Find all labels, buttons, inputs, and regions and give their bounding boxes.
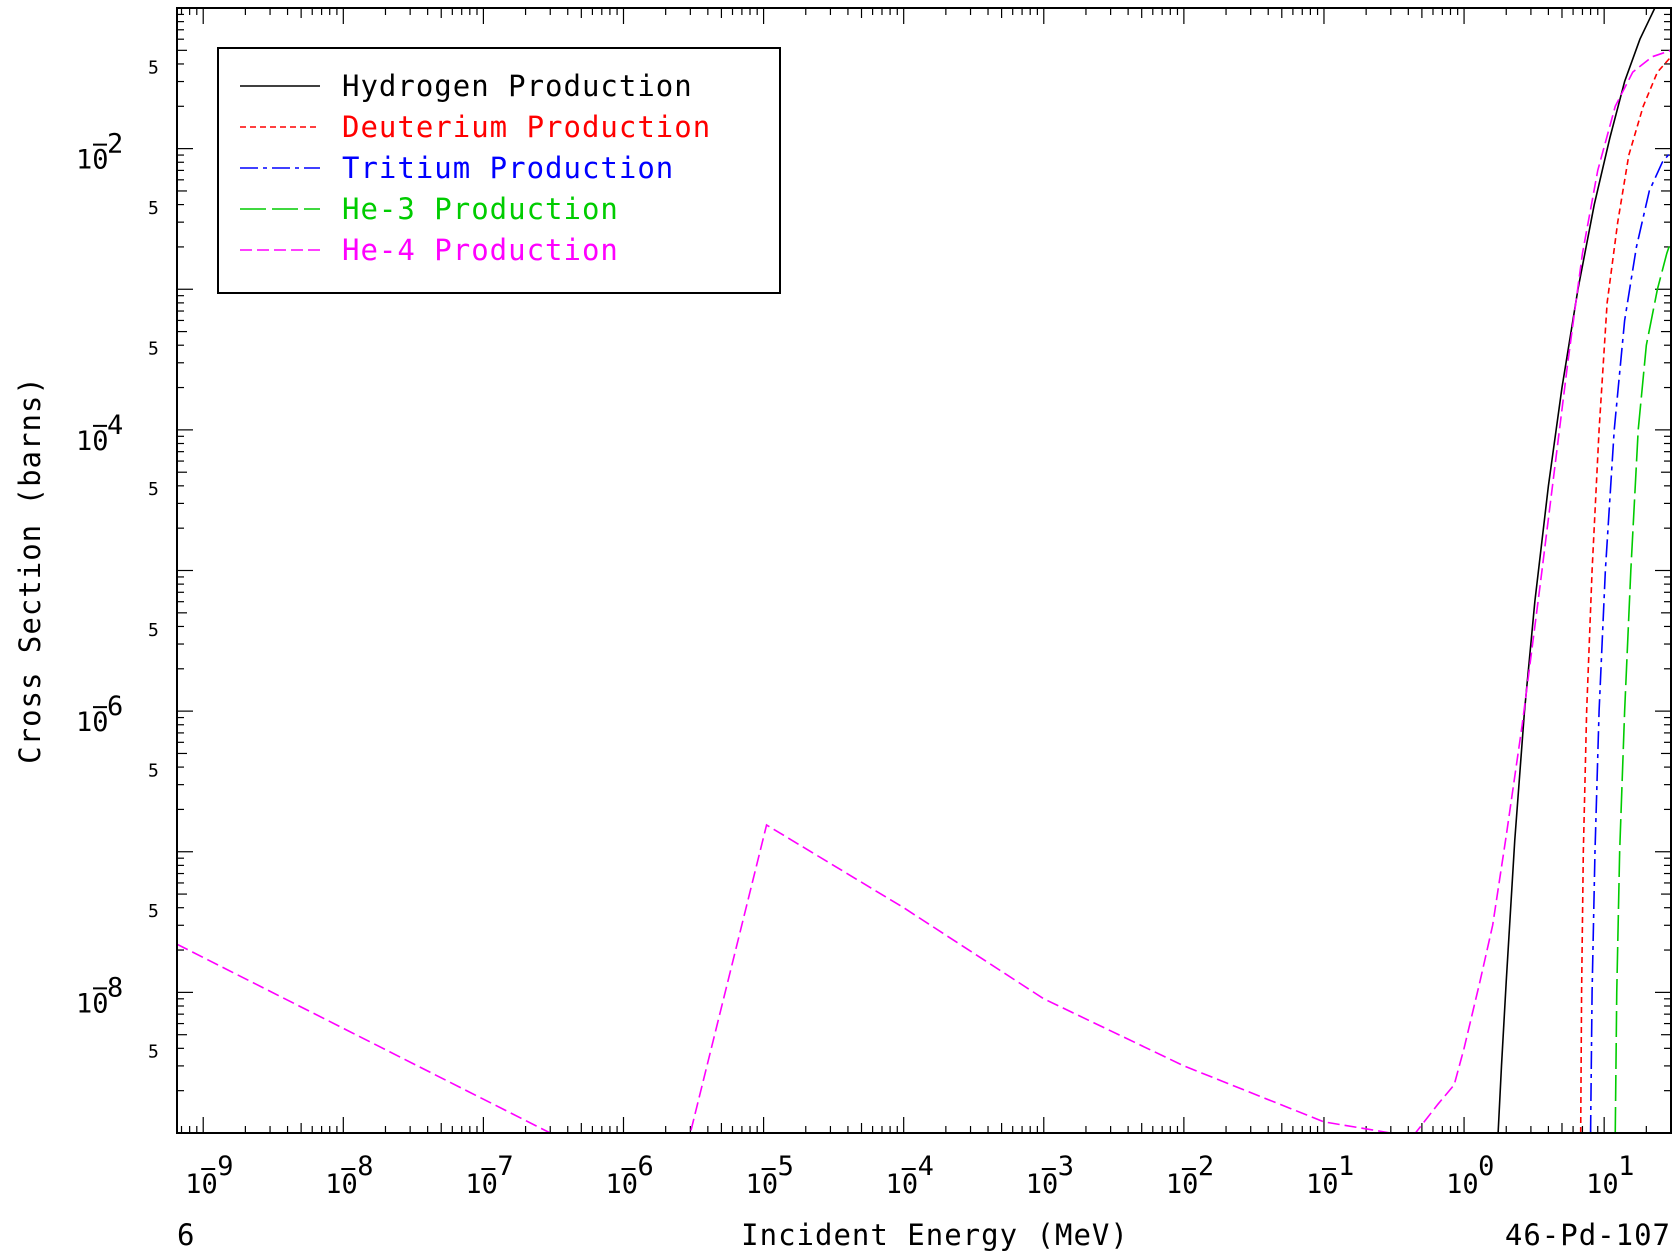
x-tick-label: 106 (605, 1151, 653, 1200)
legend-label-0: Hydrogen Production (342, 69, 693, 103)
y-minor-label: 5 (148, 479, 159, 500)
svg-text:10: 10 (605, 1169, 638, 1200)
x-tick-label: 105 (746, 1151, 794, 1200)
x-tick-label: 104 (886, 1151, 934, 1200)
legend-label-2: Tritium Production (342, 151, 674, 185)
svg-text:10: 10 (1446, 1169, 1479, 1200)
svg-text:7: 7 (497, 1151, 513, 1182)
svg-text:0: 0 (1478, 1151, 1494, 1182)
svg-text:10: 10 (76, 426, 109, 457)
x-tick-label: 109 (185, 1151, 233, 1200)
y-tick-label: 104 (76, 410, 123, 457)
x-tick-label: 101 (1306, 1151, 1354, 1200)
x-tick-label: 102 (1166, 1151, 1214, 1200)
svg-text:10: 10 (1586, 1169, 1619, 1200)
series-layer (177, 8, 1672, 1133)
series-line-3 (1614, 240, 1672, 1133)
svg-text:9: 9 (217, 1151, 233, 1182)
svg-text:8: 8 (357, 1151, 373, 1182)
svg-text:6: 6 (637, 1151, 653, 1182)
axis-tick-labels: 1091081071061051041031021011001011021041… (76, 57, 1634, 1200)
svg-text:1: 1 (1618, 1151, 1634, 1182)
x-tick-label: 107 (465, 1151, 513, 1200)
series-line-0 (1497, 8, 1656, 1133)
footer-right-label: 46-Pd-107 (1505, 1218, 1671, 1252)
axis-ticks (177, 7, 1672, 1134)
svg-text:10: 10 (76, 988, 109, 1019)
svg-text:6: 6 (107, 691, 123, 722)
x-tick-label: 108 (325, 1151, 373, 1200)
y-axis-label: Cross Section (barns) (13, 376, 47, 764)
svg-text:10: 10 (76, 707, 109, 738)
svg-text:10: 10 (465, 1169, 498, 1200)
x-tick-label: 101 (1586, 1151, 1634, 1200)
svg-text:2: 2 (107, 129, 123, 160)
svg-text:4: 4 (107, 410, 123, 441)
legend-label-3: He-3 Production (342, 192, 619, 226)
x-axis-label: Incident Energy (MeV) (741, 1218, 1129, 1252)
x-tick-label: 103 (1026, 1151, 1074, 1200)
svg-text:10: 10 (1306, 1169, 1339, 1200)
y-minor-label: 5 (148, 760, 159, 781)
y-minor-label: 5 (148, 901, 159, 922)
series-line-2 (1589, 151, 1672, 1133)
svg-text:4: 4 (918, 1151, 934, 1182)
y-minor-label: 5 (148, 339, 159, 360)
y-tick-label: 106 (76, 691, 123, 738)
svg-text:2: 2 (1198, 1151, 1214, 1182)
series-line-1 (1579, 56, 1672, 1133)
series-line-4 (177, 49, 1672, 1133)
svg-text:10: 10 (1166, 1169, 1199, 1200)
legend-label-4: He-4 Production (342, 233, 619, 267)
legend-label-1: Deuterium Production (342, 110, 711, 144)
legend-box (217, 47, 781, 294)
y-minor-label: 5 (148, 1042, 159, 1063)
svg-text:5: 5 (778, 1151, 794, 1182)
svg-text:10: 10 (886, 1169, 919, 1200)
svg-text:10: 10 (76, 145, 109, 176)
legend: Hydrogen Production Deuterium Production T… (217, 47, 781, 294)
y-minor-label: 5 (148, 620, 159, 641)
svg-text:10: 10 (746, 1169, 779, 1200)
svg-text:10: 10 (325, 1169, 358, 1200)
svg-text:1: 1 (1338, 1151, 1354, 1182)
footer-left-label: 6 (177, 1218, 195, 1252)
svg-text:10: 10 (1026, 1169, 1059, 1200)
y-minor-label: 5 (148, 57, 159, 78)
y-minor-label: 5 (148, 198, 159, 219)
svg-text:10: 10 (185, 1169, 218, 1200)
x-tick-label: 100 (1446, 1151, 1494, 1200)
svg-text:3: 3 (1058, 1151, 1074, 1182)
y-tick-label: 102 (76, 129, 123, 176)
y-tick-label: 108 (76, 972, 123, 1019)
plot-frame (176, 7, 1672, 1134)
svg-text:8: 8 (107, 972, 123, 1003)
